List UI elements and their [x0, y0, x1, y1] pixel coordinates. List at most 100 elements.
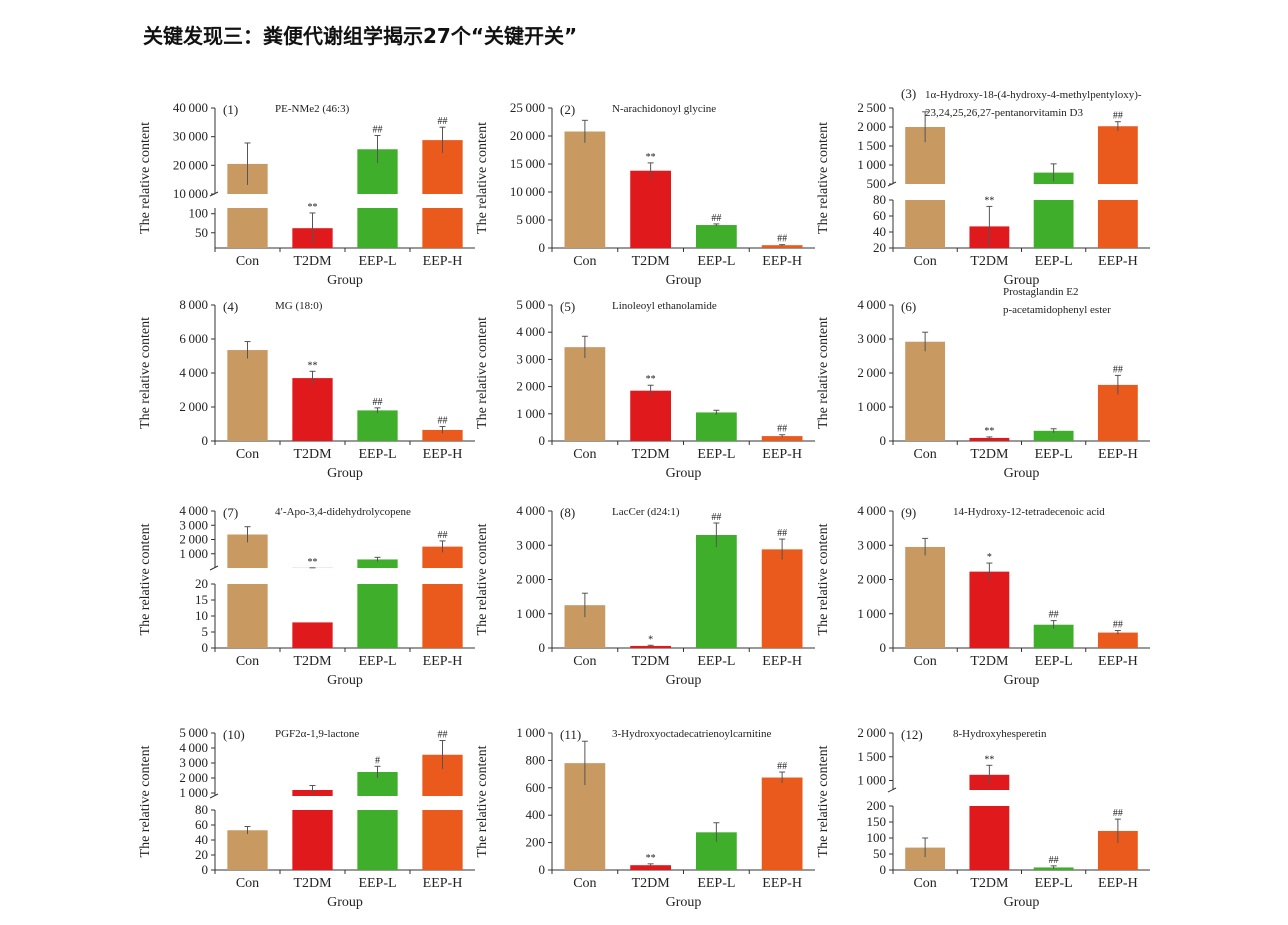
- y-tick-label: 3 000: [179, 517, 208, 532]
- y-axis-label: The relative content: [816, 122, 831, 234]
- significance-label: ##: [1049, 610, 1059, 621]
- y-tick-label: 20: [195, 847, 208, 862]
- y-tick-label: 80: [195, 802, 208, 817]
- panel-number: (7): [223, 505, 238, 520]
- page-title: 关键发现三：粪便代谢组学揭示27个“关键开关”: [143, 24, 578, 48]
- y-tick-label: 3 000: [857, 331, 886, 346]
- y-tick-label: 4 000: [857, 503, 886, 518]
- y-tick-label: 2 000: [857, 572, 886, 587]
- x-tick-label: T2DM: [293, 447, 332, 462]
- x-tick-label: T2DM: [293, 876, 332, 891]
- bar-Con: [227, 830, 268, 870]
- x-tick-label: T2DM: [293, 654, 332, 669]
- y-tick-label: 1 000: [179, 785, 208, 800]
- y-tick-label: 5 000: [179, 725, 208, 740]
- panel-title: 8-Hydroxyhesperetin: [953, 728, 1047, 740]
- y-tick-label: 20 000: [173, 157, 208, 172]
- x-tick-label: T2DM: [970, 654, 1009, 669]
- x-axis-label: Group: [327, 895, 363, 910]
- bar-T2DM: [630, 390, 672, 441]
- panel-number: (6): [901, 299, 916, 314]
- y-axis-label: The relative content: [816, 523, 831, 635]
- panel-title: Linoleoyl ethanolamide: [612, 300, 717, 312]
- bar-T2DM: [292, 622, 333, 648]
- bar-EEP-H: [1097, 126, 1138, 184]
- y-tick-label: 5 000: [516, 212, 545, 227]
- bar-EEP-L: [357, 410, 398, 441]
- y-axis-label: The relative content: [816, 317, 831, 429]
- y-axis-label: The relative content: [475, 523, 490, 635]
- bar-EEP-H: [422, 429, 463, 441]
- bar-EEP-H: [422, 810, 463, 870]
- x-axis-label: Group: [666, 466, 702, 481]
- y-tick-label: 500: [867, 176, 887, 191]
- y-tick-label: 40 000: [173, 100, 208, 115]
- significance-label: ##: [1113, 620, 1123, 631]
- x-tick-label: EEP-L: [1035, 876, 1073, 891]
- bar-EEP-L: [1033, 624, 1074, 648]
- bar-Con: [905, 200, 946, 248]
- y-axis-label: The relative content: [475, 122, 490, 234]
- y-tick-label: 5: [202, 624, 209, 639]
- bar-EEP-L: [695, 412, 737, 441]
- y-tick-label: 15 000: [510, 156, 545, 171]
- y-tick-label: 4 000: [179, 503, 208, 518]
- y-tick-label: 0: [539, 240, 546, 255]
- x-axis-label: Group: [1004, 895, 1040, 910]
- panel-number: (4): [223, 299, 238, 314]
- x-tick-label: EEP-H: [423, 447, 463, 462]
- y-tick-label: 1 000: [516, 406, 545, 421]
- chart-panel-8: 0 1 000 2 000 3 000 4 000 Con T2DM * EEP-L ## EEP-…: [475, 503, 815, 688]
- panel-number: (9): [901, 505, 916, 520]
- y-tick-label: 0: [539, 862, 546, 877]
- panel-title: PE-NMe2 (46:3): [275, 103, 350, 115]
- x-tick-label: EEP-L: [697, 254, 735, 269]
- significance-label: #: [375, 755, 380, 766]
- panel-number: (11): [560, 727, 581, 742]
- significance-label: *: [987, 552, 992, 563]
- significance-label: ##: [1049, 855, 1059, 866]
- bar-Con: [564, 131, 606, 248]
- bar-Con: [905, 546, 946, 648]
- x-tick-label: EEP-H: [1098, 447, 1138, 462]
- x-tick-label: EEP-L: [697, 654, 735, 669]
- panel-title: 14-Hydroxy-12-tetradecenoic acid: [953, 506, 1105, 518]
- bar-T2DM: [630, 170, 672, 248]
- y-tick-label: 1 000: [857, 157, 886, 172]
- bar-EEP-L: [695, 534, 737, 648]
- panel-title: LacCer (d24:1): [612, 506, 680, 518]
- y-axis-label: The relative content: [816, 745, 831, 857]
- bar-Con: [564, 347, 606, 441]
- significance-label: ##: [1113, 364, 1123, 375]
- y-tick-label: 2 000: [179, 770, 208, 785]
- significance-label: **: [646, 853, 656, 864]
- significance-label: **: [308, 202, 318, 213]
- y-tick-label: 2 000: [516, 379, 545, 394]
- bar-Con: [227, 584, 268, 648]
- x-tick-label: EEP-H: [1098, 654, 1138, 669]
- y-tick-label: 1 000: [516, 725, 545, 740]
- x-axis-label: Group: [1004, 466, 1040, 481]
- significance-label: *: [648, 634, 653, 645]
- y-axis-label: The relative content: [475, 745, 490, 857]
- x-tick-label: T2DM: [293, 254, 332, 269]
- chart-panel-11: 0 200 400 600 800 1 000 Con T2DM ** EEP-L EEP-H ## G…: [475, 725, 815, 910]
- x-tick-label: EEP-H: [423, 654, 463, 669]
- y-tick-label: 1 000: [516, 606, 545, 621]
- y-tick-label: 25 000: [510, 100, 545, 115]
- x-tick-label: EEP-L: [358, 254, 396, 269]
- significance-label: **: [646, 374, 656, 385]
- bar-EEP-L: [357, 208, 398, 248]
- chart-panel-5: 0 1 000 2 000 3 000 4 000 5 000 Con T2DM ** EEP-L…: [475, 297, 815, 481]
- x-axis-label: Group: [327, 466, 363, 481]
- x-tick-label: EEP-H: [762, 447, 802, 462]
- x-tick-label: EEP-L: [358, 876, 396, 891]
- y-tick-label: 2 000: [516, 572, 545, 587]
- y-tick-label: 100: [867, 830, 887, 845]
- x-axis-label: Group: [666, 673, 702, 688]
- panel-title: N-arachidonoyl glycine: [612, 103, 716, 115]
- y-axis-label: The relative content: [138, 523, 153, 635]
